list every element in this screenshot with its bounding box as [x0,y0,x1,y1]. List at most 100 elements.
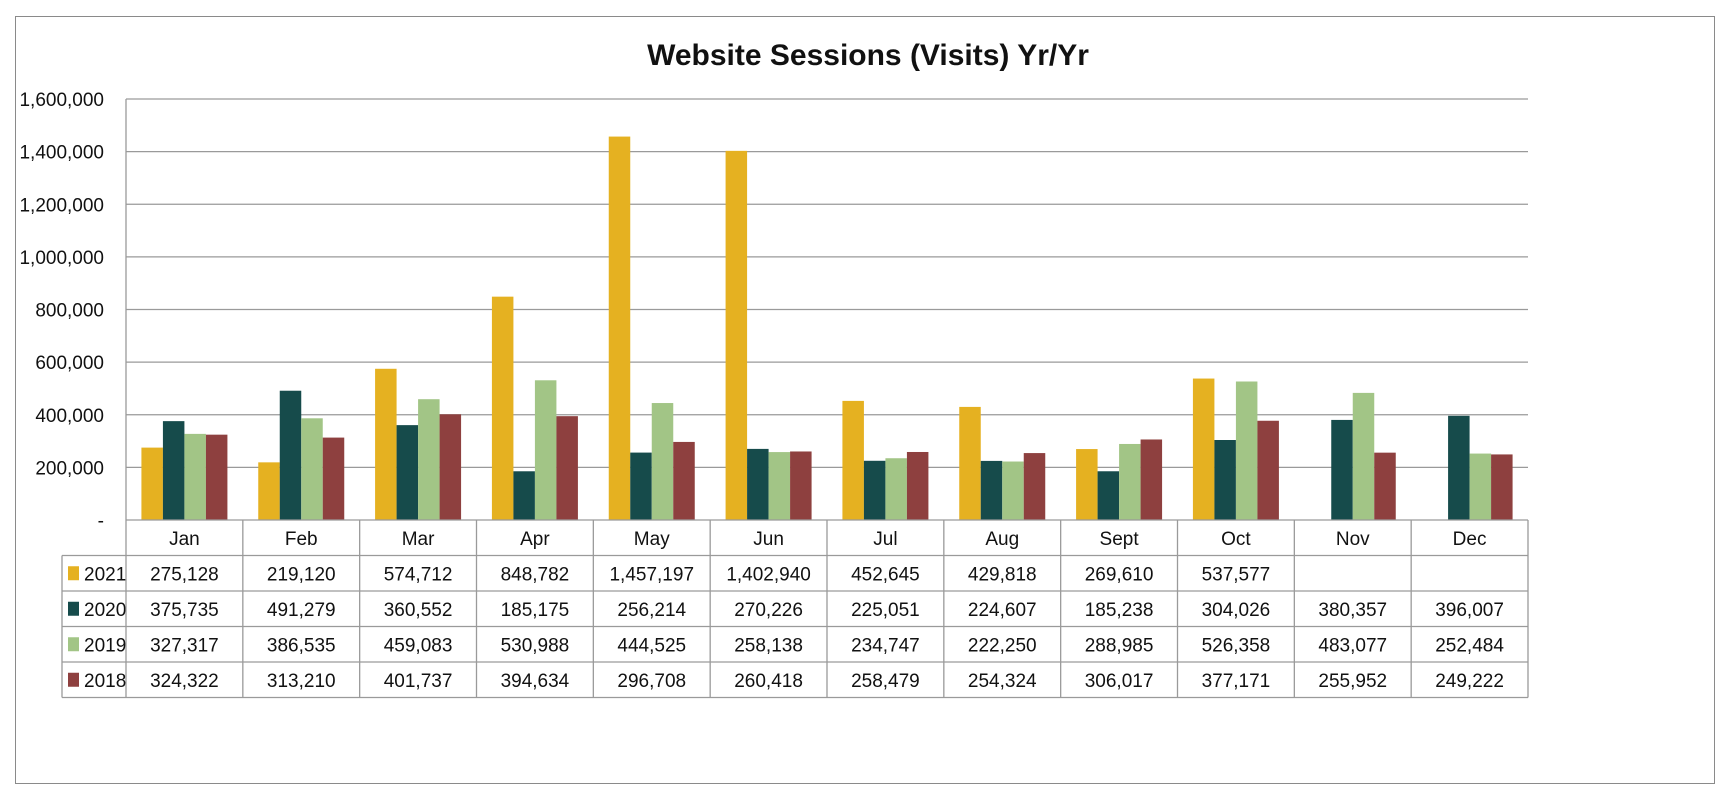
data-label: 526,358 [1202,635,1271,656]
bar-2020-aug [980,460,1003,520]
legend-label: 2018 [84,671,126,692]
data-label: 574,712 [384,564,453,585]
bar-2020-jul [863,460,886,520]
data-label: 324,322 [150,671,219,692]
legend-swatch-2019 [68,637,79,652]
bar-2018-mar [439,414,462,520]
category-label: Mar [402,529,435,550]
data-label: 185,175 [501,600,570,621]
data-label: 327,317 [150,635,219,656]
chart-title: Website Sessions (Visits) Yr/Yr [647,39,1089,72]
bar-2021-may [608,136,631,520]
y-tick-label: 1,400,000 [19,143,104,164]
data-label: 270,226 [734,600,803,621]
data-label: 444,525 [617,635,686,656]
data-label: 459,083 [384,635,453,656]
bar-2021-jul [842,400,864,520]
category-label: Aug [985,529,1019,550]
legend-label: 2020 [84,600,126,621]
bar-2018-jan [205,434,228,520]
data-label: 185,238 [1085,600,1154,621]
bar-2018-apr [556,416,578,520]
data-label: 225,051 [851,600,920,621]
y-tick-label: - [98,511,104,532]
bar-2021-oct [1192,378,1215,520]
category-label: May [634,529,670,550]
category-label: Feb [285,529,318,550]
data-label: 375,735 [150,600,219,621]
bar-2019-apr [534,380,557,520]
category-label: Sept [1100,529,1140,550]
data-label: 256,214 [617,600,686,621]
bar-2020-jan [162,421,185,520]
data-label: 1,457,197 [609,564,694,585]
data-label: 394,634 [501,671,570,692]
data-label: 269,610 [1085,564,1154,585]
bar-2020-dec [1448,415,1470,520]
bar-2019-sept [1119,443,1141,520]
data-label: 249,222 [1435,671,1504,692]
bar-2019-aug [1002,461,1024,520]
bar-2021-jun [725,150,748,520]
data-label: 304,026 [1202,600,1271,621]
data-label: 260,418 [734,671,803,692]
bar-2020-may [630,452,652,520]
data-label: 234,747 [851,635,920,656]
y-tick-label: 1,600,000 [19,90,104,111]
bar-2021-aug [959,406,981,520]
y-tick-label: 1,000,000 [19,248,104,269]
data-label: 252,484 [1435,635,1504,656]
bar-2018-sept [1140,439,1163,520]
bar-2018-jul [906,451,929,520]
data-label: 360,552 [384,600,453,621]
bar-2020-apr [513,471,535,520]
data-label: 306,017 [1085,671,1154,692]
data-label: 377,171 [1202,671,1271,692]
bar-2021-jan [141,447,163,520]
data-label: 537,577 [1202,564,1271,585]
bars [141,136,1513,520]
legend-swatch-2021 [68,566,79,581]
legend-label: 2019 [84,635,126,656]
data-label: 429,818 [968,564,1037,585]
data-label: 254,324 [968,671,1037,692]
bar-2021-mar [375,368,397,520]
bar-2018-oct [1257,420,1279,520]
legend-swatch-2020 [68,601,79,616]
data-label: 258,138 [734,635,803,656]
y-tick-label: 800,000 [35,301,104,322]
bar-2020-feb [279,390,302,520]
data-table: Jan Feb Mar Apr May Jun Jul Aug Sept Oct Nov Dec 202… [61,519,1529,699]
data-label: 222,250 [968,635,1037,656]
y-tick-label: 1,200,000 [19,195,104,216]
data-label: 313,210 [267,671,336,692]
data-label: 380,357 [1318,600,1387,621]
data-label: 275,128 [150,564,219,585]
bar-2019-oct [1235,381,1258,520]
legend-swatch-2018 [68,672,79,687]
category-label: Nov [1336,529,1370,550]
bar-2020-mar [396,425,419,520]
y-tick-label: 200,000 [35,458,104,479]
bar-2018-may [673,441,695,520]
gridlines [125,98,1528,520]
bar-2019-feb [301,418,323,520]
y-tick-label: 400,000 [35,406,104,427]
bar-2020-sept [1097,471,1120,520]
category-label: Apr [520,529,550,550]
bar-2018-nov [1374,452,1396,520]
bar-2018-jun [790,451,812,520]
bar-2020-oct [1214,440,1236,520]
category-label: Oct [1221,529,1251,550]
category-label: Dec [1453,529,1487,550]
bar-2018-dec [1491,454,1513,520]
data-label: 848,782 [501,564,570,585]
category-label: Jul [873,529,897,550]
data-label: 288,985 [1085,635,1154,656]
data-label: 219,120 [267,564,336,585]
category-label: Jan [169,529,200,550]
bar-2019-dec [1469,453,1492,520]
bar-2021-feb [258,462,280,520]
bar-2021-apr [491,296,514,520]
legend-label: 2021 [84,564,126,585]
